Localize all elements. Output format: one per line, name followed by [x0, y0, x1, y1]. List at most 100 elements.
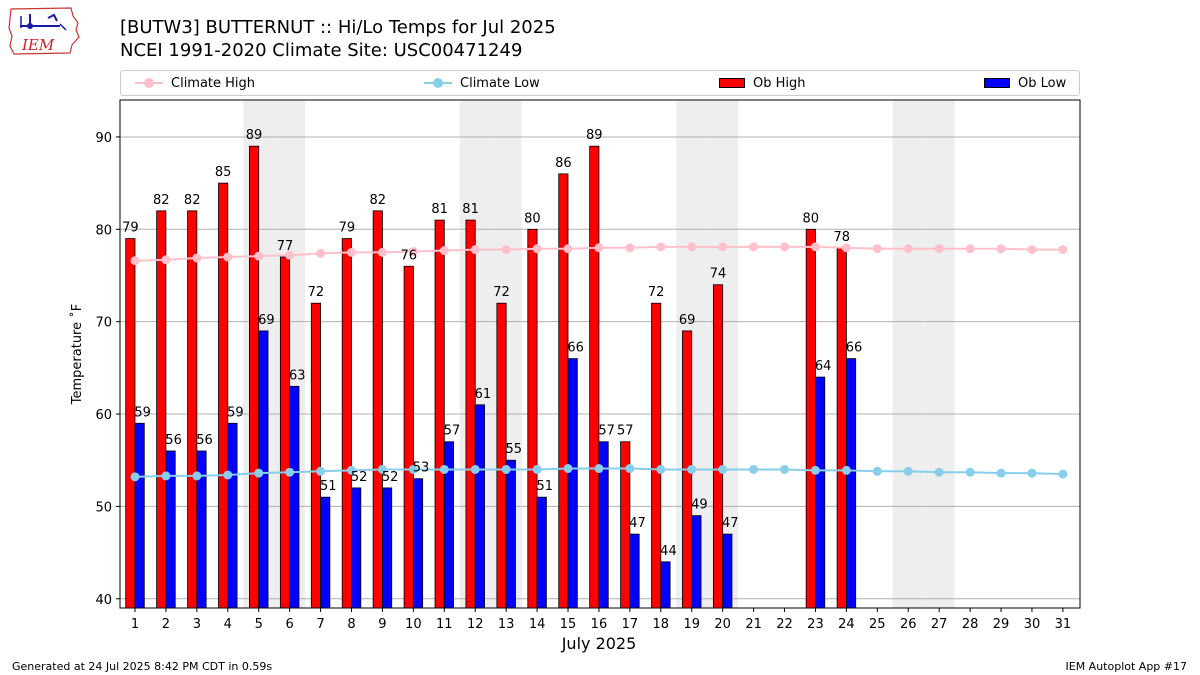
x-tick-label: 31 — [1055, 617, 1072, 632]
x-tick-label: 29 — [993, 617, 1010, 632]
ob-high-label: 72 — [648, 285, 665, 300]
ob-low-label: 56 — [196, 433, 213, 448]
ob-low-bar — [505, 459, 516, 609]
ob-high-label: 77 — [277, 239, 294, 254]
climate-low-point — [377, 464, 387, 474]
climate-high-point — [965, 244, 975, 254]
climate-low-point — [563, 464, 573, 474]
legend-item-ob-high: Ob High — [719, 71, 806, 95]
x-tick-label: 30 — [1024, 617, 1041, 632]
climate-low-point — [254, 468, 264, 478]
x-tick-label: 28 — [962, 617, 979, 632]
ob-high-bar — [558, 173, 569, 609]
ob-high-bar — [589, 145, 600, 609]
y-tick-label: 60 — [95, 408, 112, 423]
x-tick-label: 11 — [436, 617, 453, 632]
ob-low-label: 69 — [258, 313, 275, 328]
ob-low-label: 66 — [567, 341, 584, 356]
climate-high-point — [656, 242, 666, 252]
ob-high-label: 79 — [122, 221, 139, 236]
climate-low-point — [501, 464, 511, 474]
iem-logo: IEM — [8, 7, 80, 55]
ob-low-bar — [134, 422, 145, 609]
ob-low-label: 47 — [629, 516, 646, 531]
ob-high-label: 76 — [400, 248, 417, 263]
x-tick-label: 5 — [255, 617, 263, 632]
x-tick-label: 17 — [622, 617, 639, 632]
climate-low-point — [439, 464, 449, 474]
climate-high-point — [1027, 245, 1037, 255]
climate-high-point — [780, 242, 790, 252]
climate-low-point — [996, 468, 1006, 478]
climate-low-point — [594, 464, 604, 474]
ob-low-bar — [845, 358, 857, 609]
x-tick-label: 25 — [869, 617, 886, 632]
ob-high-bar — [712, 284, 724, 609]
x-tick-label: 14 — [529, 617, 546, 632]
x-tick-label: 2 — [162, 617, 170, 632]
ob-high-bar — [434, 219, 445, 609]
climate-high-point — [934, 244, 944, 254]
climate-high-point — [810, 242, 820, 252]
climate-high-point — [347, 247, 357, 257]
y-axis-label: Temperature ˚F — [69, 304, 85, 405]
y-tick-label: 70 — [95, 316, 112, 331]
climate-high-point — [841, 243, 851, 253]
ob-high-bar — [310, 302, 321, 609]
climate-low-point — [223, 470, 233, 480]
ob-low-label: 55 — [506, 442, 523, 457]
climate-low-point — [872, 466, 882, 476]
ob-high-label: 86 — [555, 156, 572, 171]
x-tick-label: 27 — [931, 617, 948, 632]
climate-high-point — [254, 251, 264, 261]
ob-low-label: 59 — [227, 405, 244, 420]
x-tick-label: 10 — [405, 617, 422, 632]
climate-high-point — [285, 250, 295, 260]
climate-high-point — [996, 244, 1006, 254]
ob-low-bar — [815, 376, 826, 609]
climate-high-point — [223, 252, 233, 262]
ob-high-bar — [465, 219, 476, 609]
ob-low-label: 52 — [382, 470, 399, 485]
ob-high-bar — [279, 256, 291, 609]
ob-low-bar — [691, 515, 702, 609]
x-tick-label: 22 — [776, 617, 793, 632]
climate-low-point — [810, 465, 820, 475]
ob-low-label: 63 — [289, 368, 306, 383]
climate-high-point — [749, 242, 759, 252]
chart-title: [BUTW3] BUTTERNUT :: Hi/Lo Temps for Jul… — [120, 17, 556, 38]
x-tick-label: 3 — [193, 617, 201, 632]
legend-item-climate-low: Climate Low — [424, 71, 540, 95]
climate-low-point — [780, 464, 790, 474]
ob-high-label: 69 — [679, 313, 696, 328]
ob-low-bar — [567, 358, 578, 609]
ob-low-bar — [660, 561, 671, 609]
y-tick-label: 40 — [95, 593, 112, 608]
ob-low-bar — [289, 385, 300, 609]
y-tick-label: 90 — [95, 131, 112, 146]
climate-low-point — [316, 466, 326, 476]
x-tick-label: 21 — [745, 617, 762, 632]
legend-item-ob-low: Ob Low — [984, 71, 1066, 95]
climate-low-point — [347, 465, 357, 475]
climate-high-point — [439, 246, 449, 256]
x-tick-label: 26 — [900, 617, 917, 632]
x-tick-label: 1 — [131, 617, 139, 632]
climate-high-point — [192, 253, 202, 263]
chart-legend: Climate High Climate Low Ob High Ob Low — [120, 70, 1080, 96]
legend-swatch-ob-low — [984, 78, 1010, 88]
ob-high-label: 57 — [617, 424, 634, 439]
autoplot-credit: IEM Autoplot App #17 — [1065, 660, 1188, 673]
ob-low-label: 51 — [536, 479, 553, 494]
climate-high-point — [563, 244, 573, 254]
ob-high-bar — [372, 210, 383, 609]
climate-high-point — [1058, 245, 1068, 255]
chart-subtitle: NCEI 1991-2020 Climate Site: USC00471249 — [120, 40, 523, 61]
x-tick-label: 12 — [467, 617, 484, 632]
x-tick-label: 7 — [316, 617, 324, 632]
ob-low-bar — [629, 533, 640, 609]
ob-high-bar — [341, 238, 352, 609]
y-tick-label: 50 — [95, 500, 112, 515]
climate-high-point — [687, 242, 697, 252]
